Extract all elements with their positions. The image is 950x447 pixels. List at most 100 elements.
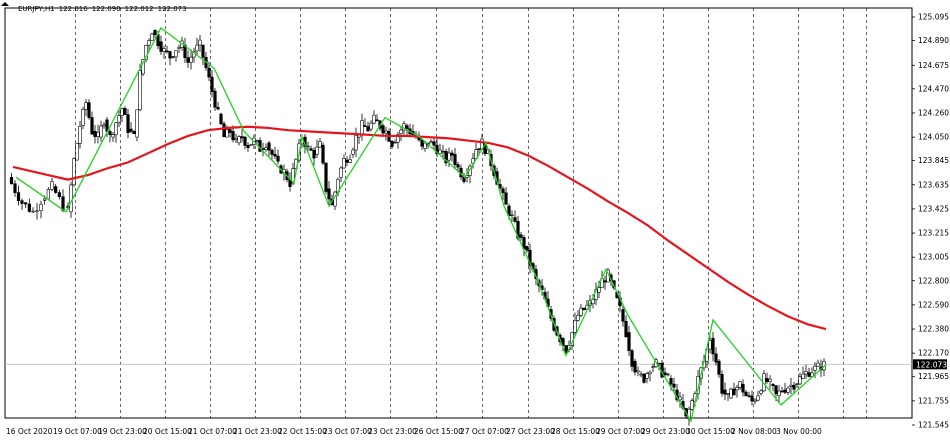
candle-body xyxy=(657,362,661,365)
candle-body xyxy=(168,51,172,59)
candle-body xyxy=(315,146,319,155)
candle-body xyxy=(579,307,583,316)
candle-body xyxy=(501,188,505,194)
candle-body xyxy=(171,56,175,58)
candle-body xyxy=(81,109,85,126)
candle-body xyxy=(31,210,35,213)
candle-body xyxy=(714,353,718,363)
candle-body xyxy=(318,141,322,148)
candle-body xyxy=(813,365,817,371)
candle-body xyxy=(363,125,367,127)
y-tick-label: 123.005 xyxy=(918,253,949,262)
x-tick-label: 27 Oct 23:00 xyxy=(506,427,555,436)
candle-body xyxy=(801,373,805,379)
y-tick-label: 124.470 xyxy=(918,84,949,93)
candle-body xyxy=(96,131,100,137)
x-tick-label: 30 Oct 15:00 xyxy=(686,427,735,436)
candle-body xyxy=(429,141,433,144)
candle-body xyxy=(720,374,724,394)
candle-body xyxy=(678,396,682,401)
candle-body xyxy=(78,126,82,144)
scroll-marker-icon[interactable] xyxy=(1,2,9,6)
candle-body xyxy=(750,395,754,402)
candle-body xyxy=(216,106,220,110)
candle-body xyxy=(642,373,646,383)
candle-body xyxy=(405,125,409,130)
candle-body xyxy=(9,177,14,185)
candle-body xyxy=(441,150,445,153)
x-tick-label: 20 Oct 15:00 xyxy=(143,427,192,436)
candle-body xyxy=(162,48,166,52)
y-tick-label: 124.675 xyxy=(918,61,949,70)
candle-body xyxy=(27,203,31,212)
candle-body xyxy=(519,234,523,238)
candle-body xyxy=(648,371,652,375)
candle-body xyxy=(135,109,139,138)
candle-body xyxy=(747,395,751,397)
candle-body xyxy=(159,41,163,52)
candle-body xyxy=(399,129,403,134)
candle-body xyxy=(651,366,655,368)
candle-body xyxy=(43,198,47,201)
candle-body xyxy=(246,145,250,149)
candle-body xyxy=(189,56,193,63)
candle-body xyxy=(13,183,17,193)
candle-body xyxy=(669,378,673,385)
candle-body xyxy=(114,122,118,136)
candle-body xyxy=(375,119,379,122)
candle-body xyxy=(756,395,760,401)
candle-body xyxy=(816,362,820,367)
x-tick-label: 21 Oct 23:00 xyxy=(233,427,282,436)
candle-body xyxy=(582,307,586,310)
candle-body xyxy=(435,144,439,154)
candle-body xyxy=(456,164,460,168)
candle-body xyxy=(393,141,397,144)
candle-body xyxy=(351,149,355,155)
candle-body xyxy=(126,114,130,133)
y-tick-label: 124.050 xyxy=(918,133,949,142)
candle-body xyxy=(672,383,676,388)
low-value: 122.012 xyxy=(124,5,154,13)
candle-body xyxy=(354,135,358,151)
candle-body xyxy=(447,152,451,161)
candle-body xyxy=(738,381,742,388)
zigzag-line xyxy=(15,26,827,423)
close-value: 122.073 xyxy=(157,5,187,13)
x-tick-label: 28 Oct 15:00 xyxy=(551,427,600,436)
candle-body xyxy=(381,125,385,134)
y-tick-label: 123.425 xyxy=(918,204,949,213)
candle-body xyxy=(621,309,625,322)
candle-body xyxy=(726,393,730,395)
candle-body xyxy=(231,131,235,141)
candle-body xyxy=(108,131,112,135)
candle-body xyxy=(39,203,43,212)
candle-body xyxy=(420,139,424,147)
candle-body xyxy=(117,115,121,123)
candle-body xyxy=(729,388,733,399)
candle-body xyxy=(291,168,295,184)
candle-body xyxy=(213,90,217,108)
y-tick-label: 121.545 xyxy=(918,421,949,430)
high-value: 122.090 xyxy=(91,5,121,13)
moving-average-line xyxy=(12,125,827,331)
candle-body xyxy=(210,76,214,93)
candle-body xyxy=(450,152,454,156)
x-tick-label: 3 Nov 00:00 xyxy=(776,427,822,436)
candle-body xyxy=(99,125,103,138)
candle-body xyxy=(123,108,127,115)
candle-body xyxy=(624,320,628,337)
candle-body xyxy=(708,340,712,350)
y-tick-label: 121.965 xyxy=(918,372,949,381)
y-tick-label: 122.800 xyxy=(918,276,949,285)
candle-body xyxy=(366,126,370,132)
candle-body xyxy=(324,162,328,192)
candle-body xyxy=(237,136,241,144)
candle-body xyxy=(645,373,649,379)
candle-body xyxy=(513,217,517,222)
y-tick-label: 122.590 xyxy=(918,300,949,309)
candle-body xyxy=(477,148,481,150)
candle-body xyxy=(639,373,643,376)
candle-body xyxy=(780,390,784,393)
